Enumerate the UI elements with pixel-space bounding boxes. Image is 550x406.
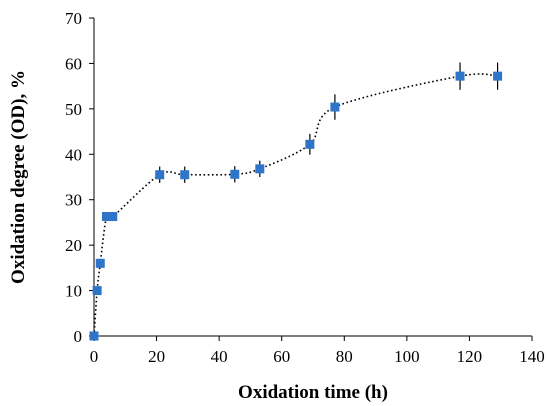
data-point <box>92 286 102 296</box>
data-point <box>493 71 503 81</box>
x-tick-label: 120 <box>457 347 483 366</box>
data-point <box>330 102 340 112</box>
y-tick-label: 40 <box>65 145 82 164</box>
x-axis-title: Oxidation time (h) <box>238 382 388 403</box>
y-axis-title: Oxidation degree (OD), % <box>8 70 29 284</box>
plot-area: 0 20 40 60 80 100 120 140 0 10 20 30 40 50 60 70 <box>65 9 545 366</box>
data-point <box>455 71 465 81</box>
y-tick-label: 50 <box>65 100 82 119</box>
data-point <box>230 169 240 179</box>
data-point <box>108 212 118 222</box>
y-ticks: 0 10 20 30 40 50 60 70 <box>65 9 94 346</box>
data-point <box>89 331 99 341</box>
x-tick-label: 80 <box>336 347 353 366</box>
y-tick-label: 60 <box>65 54 82 73</box>
data-point <box>305 139 315 149</box>
data-point <box>102 212 112 222</box>
x-tick-label: 0 <box>90 347 99 366</box>
y-tick-label: 0 <box>74 327 83 346</box>
data-point <box>180 170 190 180</box>
x-tick-label: 40 <box>211 347 228 366</box>
data-point <box>155 170 165 180</box>
x-tick-label: 60 <box>273 347 290 366</box>
y-tick-label: 20 <box>65 236 82 255</box>
y-tick-label: 70 <box>65 9 82 28</box>
data-point <box>95 258 105 268</box>
x-tick-label: 140 <box>519 347 545 366</box>
x-ticks: 0 20 40 60 80 100 120 140 <box>90 336 545 366</box>
data-markers <box>89 71 503 341</box>
x-tick-label: 100 <box>394 347 420 366</box>
y-tick-label: 10 <box>65 282 82 301</box>
data-point <box>255 164 265 174</box>
y-tick-label: 30 <box>65 191 82 210</box>
x-tick-label: 20 <box>148 347 165 366</box>
trend-line <box>93 73 498 337</box>
